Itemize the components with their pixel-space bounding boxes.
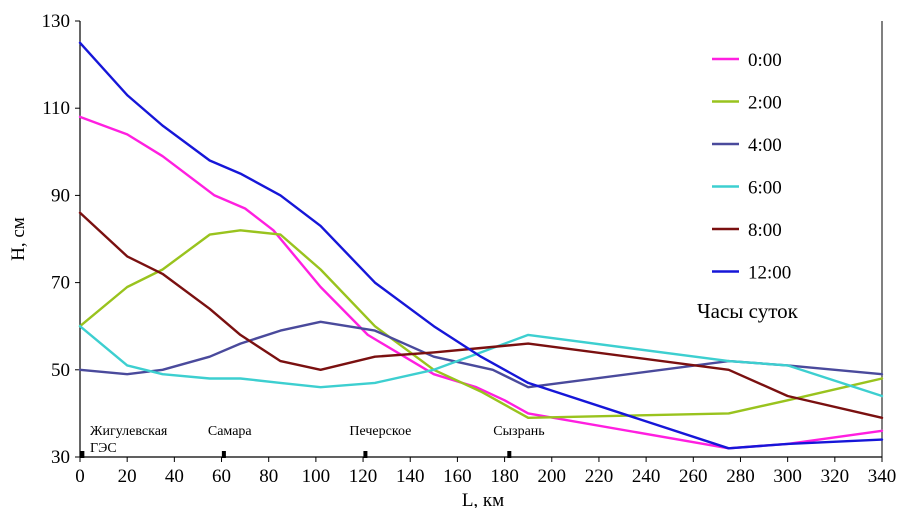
x-tick-label: 100 bbox=[302, 466, 331, 487]
x-tick-label: 320 bbox=[821, 466, 850, 487]
legend-label: 2:00 bbox=[748, 93, 782, 114]
x-tick-label: 40 bbox=[165, 466, 184, 487]
y-tick-label: 70 bbox=[51, 273, 70, 294]
location-marker bbox=[80, 451, 85, 458]
x-tick-label: 160 bbox=[443, 466, 472, 487]
series-line-6-00 bbox=[78, 325, 884, 398]
series-line-8-00 bbox=[78, 211, 884, 419]
x-ticks: 0 20 40 60 80 100 120 140 160 180 200 220 240 260 280 3… bbox=[75, 457, 896, 487]
location-label: Сызрань bbox=[493, 424, 544, 439]
y-tick-label: 30 bbox=[51, 447, 70, 468]
x-tick-label: 20 bbox=[118, 466, 137, 487]
location-marker bbox=[221, 451, 226, 458]
y-tick-label: 50 bbox=[51, 360, 70, 381]
x-tick-label: 300 bbox=[773, 466, 802, 487]
x-tick-label: 0 bbox=[75, 466, 85, 487]
series-group bbox=[78, 41, 884, 450]
x-axis-title: L, км bbox=[462, 490, 504, 508]
x-tick-label: 180 bbox=[490, 466, 519, 487]
series-line-0-00 bbox=[78, 115, 884, 450]
y-ticks: 30 50 70 90 110 130 bbox=[42, 11, 80, 468]
location-marker bbox=[507, 451, 512, 458]
series-line-12-00 bbox=[78, 41, 884, 450]
legend-label: 4:00 bbox=[748, 135, 782, 156]
y-tick-label: 130 bbox=[42, 11, 71, 32]
x-tick-label: 240 bbox=[632, 466, 661, 487]
legend-title: Часы суток bbox=[697, 299, 799, 323]
series-line-2-00 bbox=[78, 229, 884, 419]
legend-label: 0:00 bbox=[748, 50, 782, 71]
axes bbox=[79, 21, 883, 458]
legend: 0:00 2:00 4:00 6:00 8:00 12:00 bbox=[712, 50, 791, 284]
x-tick-label: 260 bbox=[679, 466, 708, 487]
annotations: Жигулевская ГЭС Самара Печерское Сызрань bbox=[80, 424, 545, 458]
x-tick-label: 200 bbox=[538, 466, 567, 487]
y-tick-label: 110 bbox=[42, 98, 70, 119]
x-tick-label: 140 bbox=[396, 466, 425, 487]
x-tick-label: 60 bbox=[212, 466, 231, 487]
x-tick-label: 280 bbox=[726, 466, 755, 487]
location-label: Жигулевская ГЭС bbox=[90, 424, 168, 456]
x-tick-label: 220 bbox=[585, 466, 614, 487]
location-label: Печерское bbox=[349, 424, 411, 439]
x-tick-label: 340 bbox=[868, 466, 897, 487]
x-tick-label: 120 bbox=[349, 466, 378, 487]
x-tick-label: 80 bbox=[259, 466, 278, 487]
location-marker bbox=[363, 451, 368, 458]
y-axis-title: H, см bbox=[8, 217, 29, 261]
y-tick-label: 90 bbox=[51, 185, 70, 206]
legend-label: 6:00 bbox=[748, 178, 782, 199]
legend-label: 8:00 bbox=[748, 220, 782, 241]
legend-label: 12:00 bbox=[748, 263, 791, 284]
location-label: Самара bbox=[208, 424, 253, 439]
